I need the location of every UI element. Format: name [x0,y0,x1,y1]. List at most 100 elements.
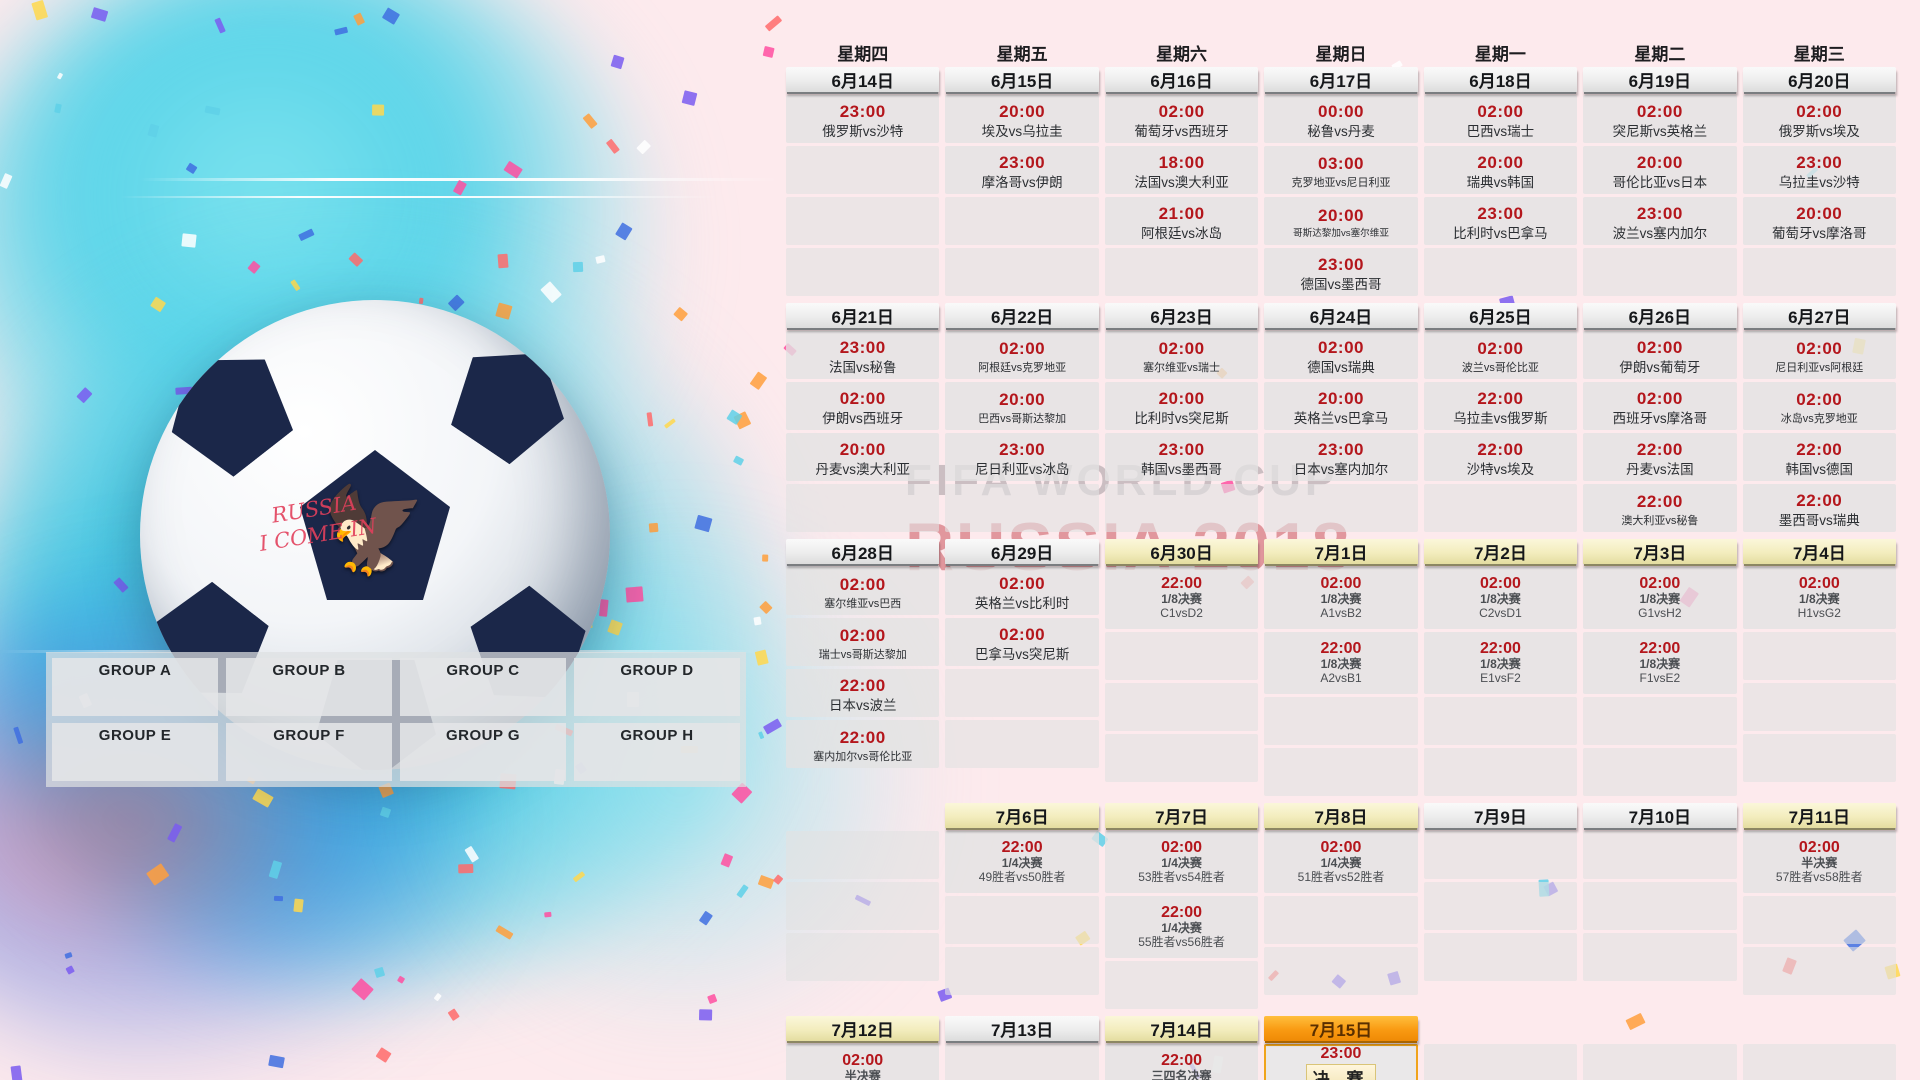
date-header-cell[interactable]: 6月14日 [786,67,940,92]
match-cell[interactable]: 02:00 巴西vs瑞士 [1423,95,1578,143]
group-box-group-c[interactable]: GROUP C [400,658,566,716]
match-cell[interactable]: 03:00 克罗地亚vs尼日利亚 [1264,146,1418,194]
match-cell[interactable]: 23:00 韩国vs墨西哥 [1104,433,1259,481]
match-cell[interactable]: 02:00 西班牙vs摩洛哥 [1583,382,1737,430]
match-cell[interactable]: 20:00 丹麦vs澳大利亚 [786,433,940,481]
match-cell[interactable]: 02:00 波兰vs哥伦比亚 [1423,331,1578,379]
match-cell[interactable]: 02:00 德国vs瑞典 [1264,331,1418,379]
match-cell[interactable]: 20:00 哥伦比亚vs日本 [1583,146,1737,194]
match-cell[interactable]: 02:00 突尼斯vs英格兰 [1583,95,1737,143]
match-cell[interactable]: 20:00 哥斯达黎加vs塞尔维亚 [1264,197,1418,245]
date-header-cell[interactable]: 7月13日 [945,1016,1099,1041]
knockout-match-cell[interactable]: 02:00 1/8决赛 H1vsG2 [1742,567,1896,629]
date-header-cell[interactable]: 6月20日 [1742,67,1896,92]
match-cell[interactable]: 20:00 比利时vs突尼斯 [1104,382,1259,430]
knockout-match-cell[interactable]: 22:00 1/8决赛 F1vsE2 [1583,632,1737,694]
match-cell[interactable]: 00:00 秘鲁vs丹麦 [1264,95,1418,143]
match-cell[interactable]: 20:00 瑞典vs韩国 [1423,146,1578,194]
match-cell[interactable]: 02:00 瑞士vs哥斯达黎加 [786,618,940,666]
date-header-cell[interactable]: 6月24日 [1264,303,1418,328]
date-header-cell[interactable]: 7月7日 [1104,803,1259,828]
match-cell[interactable]: 20:00 葡萄牙vs摩洛哥 [1742,197,1896,245]
date-header-cell[interactable]: 6月23日 [1104,303,1259,328]
knockout-match-cell[interactable]: 02:00 1/4决赛 51胜者vs52胜者 [1264,831,1418,893]
date-header-cell[interactable]: 6月19日 [1583,67,1737,92]
date-header-cell[interactable]: 7月4日 [1742,539,1896,564]
date-header-cell[interactable]: 7月3日 [1583,539,1737,564]
group-box-group-b[interactable]: GROUP B [226,658,392,716]
group-box-group-e[interactable]: GROUP E [52,723,218,781]
knockout-match-cell[interactable]: 22:00 1/4决赛 49胜者vs50胜者 [945,831,1099,893]
match-cell[interactable]: 23:00 波兰vs塞内加尔 [1583,197,1737,245]
group-box-group-g[interactable]: GROUP G [400,723,566,781]
match-cell[interactable]: 02:00 伊朗vs葡萄牙 [1583,331,1737,379]
match-cell[interactable]: 21:00 阿根廷vs冰岛 [1104,197,1259,245]
match-cell[interactable]: 22:00 韩国vs德国 [1742,433,1896,481]
date-header-cell[interactable]: 7月6日 [945,803,1099,828]
match-cell[interactable]: 02:00 尼日利亚vs阿根廷 [1742,331,1896,379]
date-header-cell[interactable]: 7月10日 [1583,803,1737,828]
knockout-match-cell[interactable]: 02:00 1/8决赛 C2vsD1 [1423,567,1578,629]
knockout-match-cell[interactable]: 02:00半决赛59胜者vs60胜者 [786,1044,940,1080]
match-cell[interactable]: 20:00 埃及vs乌拉圭 [945,95,1099,143]
date-header-cell[interactable]: 6月29日 [945,539,1099,564]
match-cell[interactable]: 22:00 丹麦vs法国 [1583,433,1737,481]
date-header-cell[interactable]: 6月26日 [1583,303,1737,328]
knockout-match-cell[interactable]: 22:00 1/4决赛 55胜者vs56胜者 [1104,896,1259,958]
knockout-match-cell[interactable]: 02:00 1/4决赛 53胜者vs54胜者 [1104,831,1259,893]
match-cell[interactable]: 23:00 德国vs墨西哥 [1264,248,1418,296]
match-cell[interactable]: 02:00 塞尔维亚vs巴西 [786,567,940,615]
date-header-cell[interactable]: 6月21日 [786,303,940,328]
date-header-cell[interactable]: 6月15日 [945,67,1099,92]
match-cell[interactable]: 20:00 巴西vs哥斯达黎加 [945,382,1099,430]
knockout-match-cell[interactable]: 22:00 1/8决赛 E1vsF2 [1423,632,1578,694]
match-cell[interactable]: 23:00 俄罗斯vs沙特 [786,95,940,143]
date-header-cell[interactable]: 6月17日 [1264,67,1418,92]
date-header-cell[interactable]: 7月1日 [1264,539,1418,564]
match-cell[interactable]: 02:00 阿根廷vs克罗地亚 [945,331,1099,379]
group-box-group-a[interactable]: GROUP A [52,658,218,716]
match-cell[interactable]: 02:00 巴拿马vs突尼斯 [945,618,1099,666]
knockout-match-cell[interactable]: 02:00 1/8决赛 A1vsB2 [1264,567,1418,629]
date-header-cell[interactable]: 6月22日 [945,303,1099,328]
match-cell[interactable]: 23:00 乌拉圭vs沙特 [1742,146,1896,194]
date-header-cell[interactable]: 7月8日 [1264,803,1418,828]
match-cell[interactable]: 02:00 俄罗斯vs埃及 [1742,95,1896,143]
date-header-cell[interactable]: 7月14日 [1104,1016,1259,1041]
date-header-cell[interactable]: 7月9日 [1423,803,1578,828]
match-cell[interactable]: 20:00 英格兰vs巴拿马 [1264,382,1418,430]
group-box-group-f[interactable]: GROUP F [226,723,392,781]
group-box-group-d[interactable]: GROUP D [574,658,740,716]
match-cell[interactable]: 22:00 墨西哥vs瑞典 [1742,484,1896,532]
match-cell[interactable]: 22:00 澳大利亚vs秘鲁 [1583,484,1737,532]
date-header-cell[interactable]: 6月27日 [1742,303,1896,328]
match-cell[interactable]: 23:00 日本vs塞内加尔 [1264,433,1418,481]
match-cell[interactable]: 22:00 日本vs波兰 [786,669,940,717]
date-header-cell[interactable]: 6月18日 [1423,67,1578,92]
match-cell[interactable]: 02:00 伊朗vs西班牙 [786,382,940,430]
match-cell[interactable]: 02:00 塞尔维亚vs瑞士 [1104,331,1259,379]
date-header-cell[interactable]: 7月2日 [1423,539,1578,564]
match-cell[interactable]: 22:00 乌拉圭vs俄罗斯 [1423,382,1578,430]
group-box-group-h[interactable]: GROUP H [574,723,740,781]
match-cell[interactable]: 23:00 摩洛哥vs伊朗 [945,146,1099,194]
match-cell[interactable]: 23:00 法国vs秘鲁 [786,331,940,379]
final-match-cell[interactable]: 23:00 决 赛 [1264,1044,1418,1080]
date-header-cell[interactable]: 6月30日 [1104,539,1259,564]
match-cell[interactable]: 02:00 英格兰vs比利时 [945,567,1099,615]
knockout-match-cell[interactable]: 02:00 半决赛 57胜者vs58胜者 [1742,831,1896,893]
date-header-cell[interactable]: 6月25日 [1423,303,1578,328]
date-header-cell[interactable]: 7月15日 [1264,1016,1418,1041]
match-cell[interactable]: 02:00 冰岛vs克罗地亚 [1742,382,1896,430]
match-cell[interactable]: 23:00 尼日利亚vs冰岛 [945,433,1099,481]
match-cell[interactable]: 23:00 比利时vs巴拿马 [1423,197,1578,245]
match-cell[interactable]: 22:00 塞内加尔vs哥伦比亚 [786,720,940,768]
knockout-match-cell[interactable]: 02:00 1/8决赛 G1vsH2 [1583,567,1737,629]
knockout-match-cell[interactable]: 22:00 1/8决赛 C1vsD2 [1104,567,1259,629]
match-cell[interactable]: 02:00 葡萄牙vs西班牙 [1104,95,1259,143]
date-header-cell[interactable]: 6月16日 [1104,67,1259,92]
knockout-match-cell[interactable]: 22:00 1/8决赛 A2vsB1 [1264,632,1418,694]
date-header-cell[interactable]: 7月11日 [1742,803,1896,828]
match-cell[interactable]: 18:00 法国vs澳大利亚 [1104,146,1259,194]
knockout-match-cell[interactable]: 22:00三四名决赛61负者vs62负者 [1104,1044,1259,1080]
